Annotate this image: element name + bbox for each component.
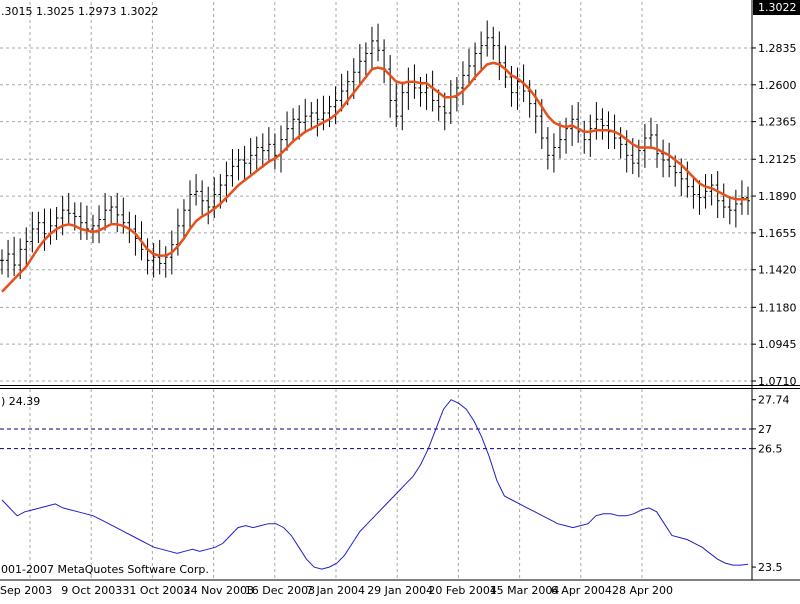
y-tick-label: 1.0945 [758, 338, 797, 351]
indicator-value: ) 24.39 [1, 395, 40, 408]
indicator-line [1, 399, 749, 570]
x-tick-label: 20 Feb 2004 [428, 584, 496, 597]
ma-line [1, 61, 748, 293]
x-tick-label: Sep 2003 [0, 584, 52, 597]
y-tick-label: 1.1890 [758, 190, 797, 203]
x-tick-label: 9 Oct 2003 [61, 584, 122, 597]
ind-tick-label: 26.5 [758, 443, 783, 456]
x-tick-label: 28 Apr 200 [612, 584, 673, 597]
current-price-box [753, 0, 800, 15]
y-tick-label: 1.1180 [758, 301, 797, 314]
y-tick-label: 1.2365 [758, 116, 797, 129]
x-tick-label: 16 Dec 2003 [245, 584, 315, 597]
x-tick-label: 15 Mar 2004 [490, 584, 560, 597]
x-tick-label: 24 Nov 2003 [184, 584, 254, 597]
ohlc-header: .3015 1.3025 1.2973 1.3022 [1, 5, 158, 18]
x-tick-label: 31 Oct 2003 [122, 584, 190, 597]
y-tick-label: 1.2835 [758, 42, 797, 55]
x-tick-label: 29 Jan 2004 [367, 584, 433, 597]
ind-tick-label: 27 [758, 423, 772, 436]
price-bars [0, 20, 750, 280]
x-tick-label: 6 Apr 2004 [551, 584, 612, 597]
ind-tick-label: 23.5 [758, 561, 783, 574]
y-tick-label: 1.1420 [758, 264, 797, 277]
indicator-levels [0, 428, 752, 450]
copyright-text: 001-2007 MetaQuotes Software Corp. [1, 563, 209, 576]
indicator-series [1, 399, 749, 570]
moving-average [1, 61, 748, 293]
current-price-label: 1.3022 [758, 1, 797, 14]
ind-tick-label: 27.74 [758, 394, 790, 407]
y-tick-label: 1.2600 [758, 79, 797, 92]
y-tick-label: 1.0710 [758, 375, 797, 388]
y-tick-label: 1.1655 [758, 227, 797, 240]
x-tick-label: 7 Jan 2004 [306, 584, 365, 597]
chart-frame [0, 0, 800, 581]
y-tick-label: 1.2125 [758, 153, 797, 166]
grid [0, 2, 752, 579]
